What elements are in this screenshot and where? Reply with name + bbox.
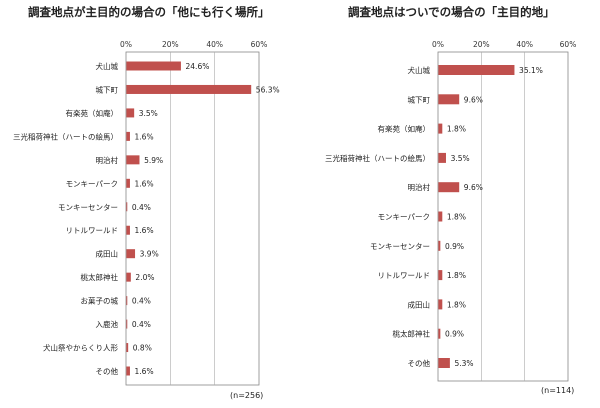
bar: [126, 272, 131, 282]
data-label: 1.8%: [447, 271, 466, 280]
data-label: 0.8%: [133, 344, 152, 353]
data-label: 5.9%: [144, 156, 163, 165]
bar: [126, 108, 135, 118]
category-label: 城下町: [96, 85, 119, 94]
category-label: 明治村: [408, 182, 431, 192]
bar: [438, 270, 443, 281]
category-label: 成田山: [408, 299, 431, 309]
category-label: 三光稲荷神社（ハートの絵馬）: [13, 131, 118, 141]
data-label: 9.6%: [464, 183, 483, 192]
bar: [438, 358, 450, 368]
category-label: 桃太郎神社: [393, 329, 431, 339]
category-label: モンキーセンター: [58, 203, 118, 212]
bar: [438, 240, 441, 251]
category-label: 犬山祭やからくり人形: [43, 343, 118, 353]
x-tick-label: 40%: [516, 40, 533, 49]
data-label: 1.8%: [447, 125, 466, 134]
bar-chart-main-destination: 0% 20% 40% 60% 犬山城 35.1% 城下町 9.6% 有楽苑（如庵） 1.8% 三光稲…: [325, 40, 577, 382]
bar: [438, 65, 515, 75]
chart-panel-main-destination: 調査地点はついでの場合の「主目的地」 0% 20% 40% 60% 犬山城 35.1% 城下…: [305, 0, 600, 408]
x-tick-label: 60%: [560, 40, 577, 49]
data-label: 1.6%: [135, 132, 154, 141]
x-tick-label: 20%: [473, 40, 490, 49]
bar: [126, 155, 140, 165]
category-label: 犬山城: [96, 61, 119, 71]
bar: [438, 328, 441, 339]
data-label: 3.5%: [451, 154, 470, 163]
data-label: 0.4%: [132, 320, 151, 329]
data-label: 35.1%: [519, 66, 543, 75]
bar: [438, 299, 443, 310]
category-label: 三光稲荷神社（ハートの絵馬）: [325, 153, 430, 163]
category-label: 成田山: [96, 249, 119, 259]
category-label: その他: [96, 366, 119, 376]
bar: [438, 211, 443, 222]
bar: [126, 296, 128, 306]
x-tick-label: 20%: [162, 40, 179, 49]
category-label: 有楽苑（如庵）: [378, 124, 431, 134]
data-label: 1.8%: [447, 213, 466, 222]
category-label: モンキーパーク: [66, 179, 118, 188]
data-label: 3.5%: [139, 109, 158, 118]
sample-size-note: (n=256): [230, 391, 264, 400]
category-label: 犬山城: [408, 65, 431, 75]
bar: [126, 202, 128, 212]
x-tick-label: 40%: [206, 40, 223, 49]
data-label: 0.9%: [445, 330, 464, 339]
bar: [126, 131, 130, 141]
bar-chart-other-places: 0% 20% 40% 60% 犬山城 24.6% 城下町 56.3% 有楽苑（如庵） 3.5% 三光…: [13, 40, 280, 386]
plot-frame: [125, 51, 260, 386]
data-label: 3.9%: [140, 250, 159, 259]
category-label: お菓子の城: [81, 296, 119, 306]
data-label: 56.3%: [256, 85, 280, 94]
category-label: リトルワールド: [378, 271, 431, 280]
category-label: 城下町: [408, 95, 431, 104]
bar: [438, 123, 443, 134]
chart-panel-other-places: 調査地点が主目的の場合の「他にも行く場所」 0% 20% 40% 60% 犬山城 24.6…: [13, 5, 280, 400]
bar: [438, 182, 460, 193]
category-label: モンキーセンター: [370, 242, 430, 251]
category-label: 桃太郎神社: [81, 272, 119, 282]
data-label: 9.6%: [464, 95, 483, 104]
chart-title: 調査地点はついでの場合の「主目的地」: [348, 5, 555, 19]
data-label: 24.6%: [186, 62, 210, 71]
data-label: 5.3%: [454, 359, 473, 368]
bar: [126, 319, 128, 329]
category-label: 明治村: [96, 155, 119, 165]
bar: [126, 225, 130, 235]
x-tick-label: 0%: [432, 40, 444, 49]
data-label: 1.6%: [135, 179, 154, 188]
category-label: その他: [408, 358, 431, 368]
data-label: 2.0%: [135, 273, 154, 282]
category-label: 入鹿池: [96, 319, 119, 329]
bar: [126, 61, 181, 71]
data-label: 0.4%: [132, 297, 151, 306]
category-label: リトルワールド: [66, 226, 119, 235]
bar: [126, 178, 130, 188]
category-label: モンキーパーク: [378, 213, 430, 222]
x-tick-label: 0%: [120, 40, 132, 49]
bar: [438, 94, 460, 105]
bar: [126, 84, 252, 94]
bar: [438, 152, 446, 163]
x-tick-label: 60%: [251, 40, 268, 49]
chart-title: 調査地点が主目的の場合の「他にも行く場所」: [28, 5, 270, 19]
data-label: 1.6%: [135, 226, 154, 235]
sample-size-note: (n=114): [541, 386, 575, 395]
data-label: 0.4%: [132, 203, 151, 212]
bar: [126, 366, 130, 376]
data-label: 1.6%: [135, 367, 154, 376]
bar: [126, 249, 136, 259]
bar: [126, 343, 129, 353]
data-label: 0.9%: [445, 242, 464, 251]
plot-frame: [437, 51, 569, 382]
data-label: 1.8%: [447, 300, 466, 309]
category-label: 有楽苑（如庵）: [66, 108, 119, 118]
